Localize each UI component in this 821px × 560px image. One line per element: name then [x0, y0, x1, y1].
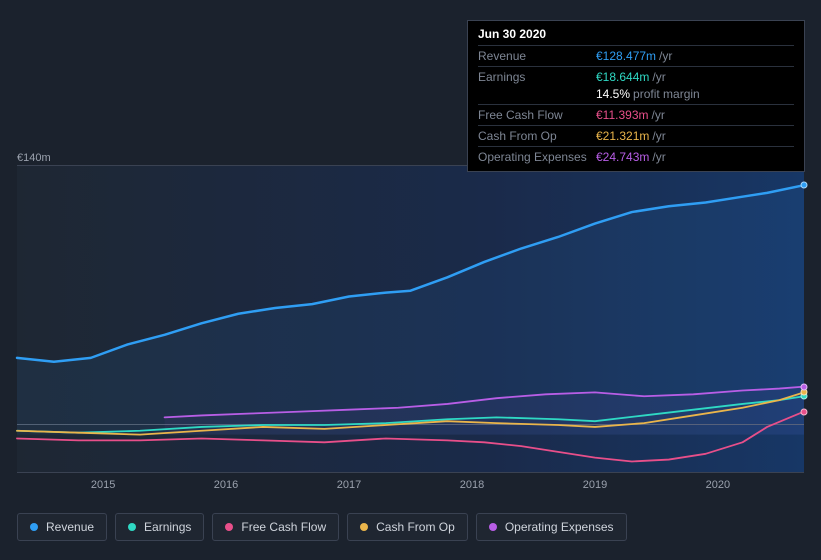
legend-dot-icon — [30, 523, 38, 531]
x-axis-line — [17, 472, 804, 473]
tooltip-metric-label: Free Cash Flow — [478, 108, 596, 122]
legend-item-revenue[interactable]: Revenue — [17, 513, 107, 541]
tooltip-metric-value: €128.477m — [596, 49, 656, 63]
series-end-marker-revenue — [801, 182, 808, 189]
x-axis-label: 2019 — [583, 479, 607, 491]
y-axis-label: €140m — [17, 152, 51, 164]
tooltip-metric-unit: /yr — [652, 150, 665, 164]
tooltip-metric-label: Revenue — [478, 49, 596, 63]
tooltip-metric-unit: /yr — [659, 49, 672, 63]
tooltip-row: Earnings€18.644m/yr — [478, 66, 794, 87]
tooltip-row: Revenue€128.477m/yr — [478, 45, 794, 66]
tooltip-metric-label: Earnings — [478, 70, 596, 84]
legend-dot-icon — [360, 523, 368, 531]
legend: Revenue Earnings Free Cash Flow Cash From O… — [17, 513, 627, 541]
tooltip-row: Free Cash Flow€11.393m/yr — [478, 104, 794, 125]
tooltip-metric-unit: /yr — [651, 108, 664, 122]
tooltip-extra: 14.5%profit margin — [596, 87, 794, 104]
legend-item-cfo[interactable]: Cash From Op — [347, 513, 468, 541]
tooltip-metric-value: €21.321m — [596, 129, 649, 143]
tooltip-row: Cash From Op€21.321m/yr — [478, 125, 794, 146]
legend-label: Operating Expenses — [505, 520, 614, 534]
chart-area: €140m €0 -€20m 201520162017201820192020 — [17, 155, 804, 495]
tooltip-metric-label: Cash From Op — [478, 129, 596, 143]
legend-dot-icon — [128, 523, 136, 531]
legend-label: Cash From Op — [376, 520, 455, 534]
x-axis-label: 2016 — [214, 479, 238, 491]
legend-item-opex[interactable]: Operating Expenses — [476, 513, 627, 541]
legend-label: Earnings — [144, 520, 191, 534]
plot-area[interactable] — [17, 165, 804, 472]
x-axis-label: 2018 — [460, 479, 484, 491]
legend-dot-icon — [489, 523, 497, 531]
x-axis-label: 2017 — [337, 479, 361, 491]
x-axis-label: 2020 — [706, 479, 730, 491]
series-end-marker-opex — [801, 383, 808, 390]
tooltip-metric-unit: /yr — [652, 129, 665, 143]
series-end-marker-fcf — [801, 408, 808, 415]
tooltip-metric-label: Operating Expenses — [478, 150, 596, 164]
tooltip-metric-value: €11.393m — [596, 108, 648, 122]
tooltip-metric-value: €18.644m — [596, 70, 649, 84]
x-axis-label: 2015 — [91, 479, 115, 491]
legend-dot-icon — [225, 523, 233, 531]
tooltip-date: Jun 30 2020 — [478, 27, 794, 41]
legend-label: Revenue — [46, 520, 94, 534]
plot-svg — [17, 166, 804, 472]
tooltip-panel: Jun 30 2020 Revenue€128.477m/yrEarnings€… — [467, 20, 805, 172]
legend-label: Free Cash Flow — [241, 520, 326, 534]
tooltip-metric-value: €24.743m — [596, 150, 649, 164]
legend-item-earnings[interactable]: Earnings — [115, 513, 204, 541]
tooltip-row: Operating Expenses€24.743m/yr — [478, 146, 794, 167]
tooltip-metric-unit: /yr — [652, 70, 665, 84]
legend-item-fcf[interactable]: Free Cash Flow — [212, 513, 339, 541]
